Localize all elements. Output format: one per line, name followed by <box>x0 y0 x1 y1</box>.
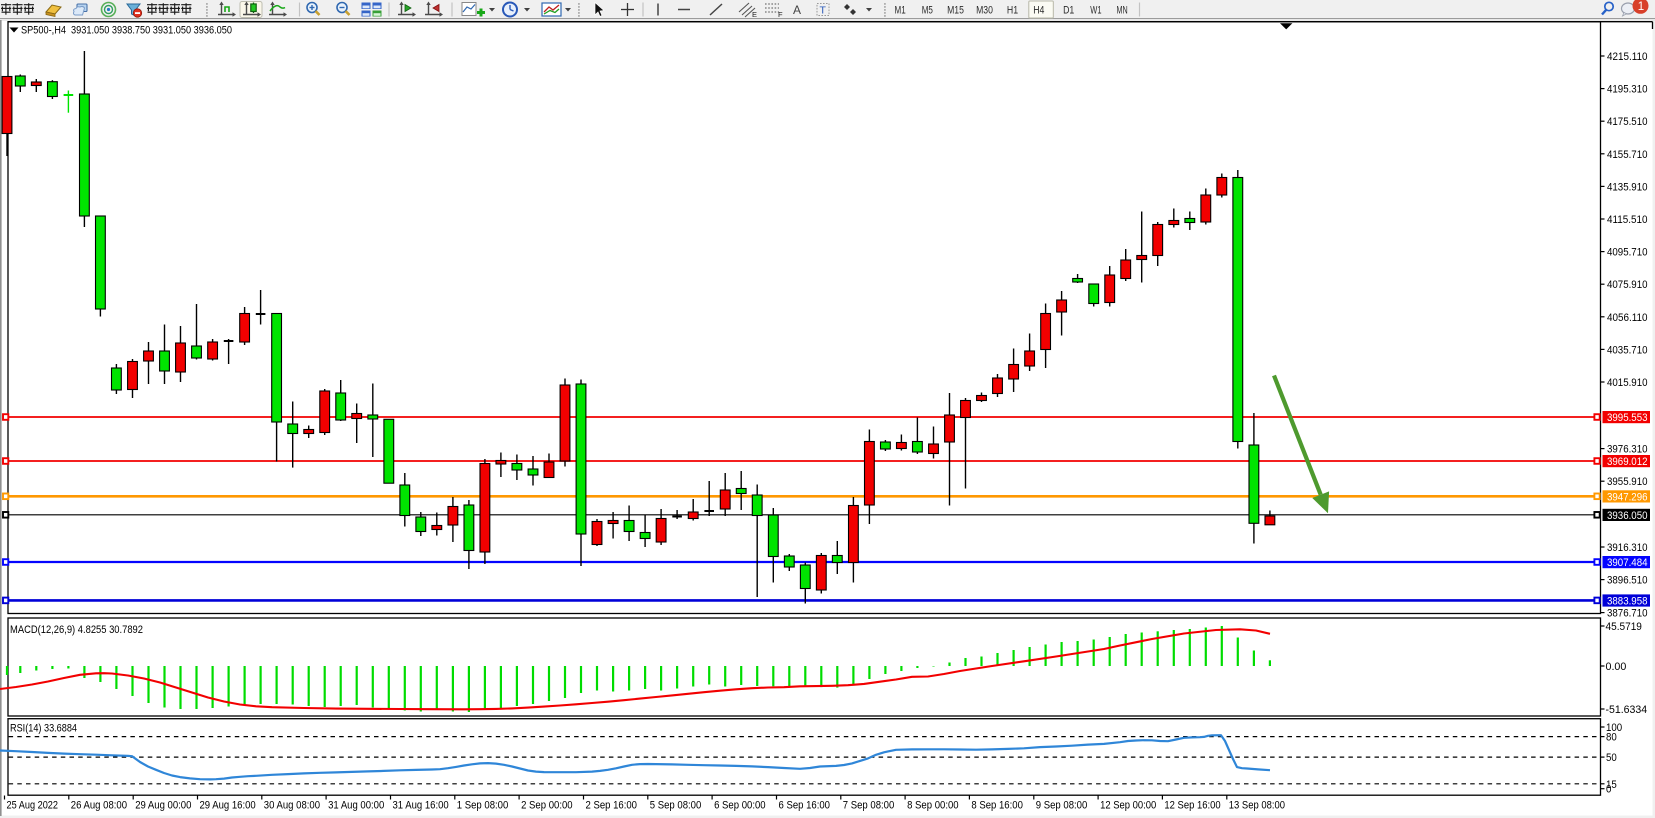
svg-text:4135.910: 4135.910 <box>1607 181 1648 193</box>
svg-text:7 Sep 08:00: 7 Sep 08:00 <box>843 800 895 812</box>
svg-text:M5: M5 <box>922 5 933 17</box>
svg-text:4095.710: 4095.710 <box>1607 247 1648 259</box>
svg-text:M1: M1 <box>895 5 906 17</box>
svg-text:F: F <box>778 10 783 19</box>
svg-text:W1: W1 <box>1090 5 1101 17</box>
svg-text:80: 80 <box>1606 732 1617 744</box>
svg-text:3883.958: 3883.958 <box>1607 596 1648 608</box>
svg-text:0.00: 0.00 <box>1606 661 1627 673</box>
svg-text:3947.296: 3947.296 <box>1607 492 1648 504</box>
svg-text:MN: MN <box>1117 5 1128 17</box>
svg-text:3876.710: 3876.710 <box>1607 608 1648 620</box>
svg-text:H1: H1 <box>1007 5 1018 17</box>
svg-text:3995.553: 3995.553 <box>1607 412 1648 424</box>
svg-text:4056.110: 4056.110 <box>1607 312 1648 324</box>
svg-text:45.5719: 45.5719 <box>1606 621 1642 633</box>
svg-text:3969.012: 3969.012 <box>1607 456 1648 468</box>
svg-text:26 Aug 08:00: 26 Aug 08:00 <box>71 800 127 812</box>
svg-text:25 Aug 2022: 25 Aug 2022 <box>7 800 59 812</box>
svg-text:6 Sep 16:00: 6 Sep 16:00 <box>779 800 831 812</box>
svg-text:12 Sep 00:00: 12 Sep 00:00 <box>1100 800 1156 812</box>
svg-text:12 Sep 16:00: 12 Sep 16:00 <box>1164 800 1220 812</box>
svg-text:SP500-,H4 3931.050 3938.750 3: SP500-,H4 3931.050 3938.750 3931.050 393… <box>21 25 232 37</box>
svg-text:4115.510: 4115.510 <box>1607 214 1648 226</box>
svg-text:4075.910: 4075.910 <box>1607 279 1648 291</box>
svg-text:D1: D1 <box>1063 5 1074 17</box>
svg-text:3916.310: 3916.310 <box>1607 542 1648 554</box>
svg-text:2 Sep 16:00: 2 Sep 16:00 <box>586 800 638 812</box>
svg-text:4215.110: 4215.110 <box>1607 51 1648 63</box>
svg-text:H4: H4 <box>1033 5 1044 17</box>
svg-text:3907.484: 3907.484 <box>1607 557 1648 569</box>
svg-text:8 Sep 00:00: 8 Sep 00:00 <box>907 800 959 812</box>
svg-text:6 Sep 00:00: 6 Sep 00:00 <box>714 800 766 812</box>
svg-text:9 Sep 08:00: 9 Sep 08:00 <box>1036 800 1088 812</box>
svg-text:4195.310: 4195.310 <box>1607 84 1648 96</box>
svg-text:13 Sep 08:00: 13 Sep 08:00 <box>1229 800 1285 812</box>
svg-text:15: 15 <box>1606 779 1617 791</box>
svg-text:T: T <box>820 5 827 17</box>
svg-text:31 Aug 16:00: 31 Aug 16:00 <box>393 800 449 812</box>
svg-text:30 Aug 08:00: 30 Aug 08:00 <box>264 800 320 812</box>
svg-text:29 Aug 16:00: 29 Aug 16:00 <box>200 800 256 812</box>
svg-text:2 Sep 00:00: 2 Sep 00:00 <box>521 800 573 812</box>
svg-text:31 Aug 00:00: 31 Aug 00:00 <box>328 800 384 812</box>
svg-text:RSI(14) 33.6884: RSI(14) 33.6884 <box>10 723 77 735</box>
svg-text:MACD(12,26,9) 4.8255 30.7892: MACD(12,26,9) 4.8255 30.7892 <box>10 624 143 636</box>
svg-text:3936.050: 3936.050 <box>1607 510 1648 522</box>
svg-text:4035.710: 4035.710 <box>1607 344 1648 356</box>
svg-text:-51.6334: -51.6334 <box>1606 704 1648 716</box>
svg-text:29 Aug 00:00: 29 Aug 00:00 <box>135 800 191 812</box>
svg-text:8 Sep 16:00: 8 Sep 16:00 <box>971 800 1023 812</box>
svg-text:50: 50 <box>1606 752 1617 764</box>
svg-text:3896.510: 3896.510 <box>1607 575 1648 587</box>
svg-text:3955.910: 3955.910 <box>1607 476 1648 488</box>
svg-text:M30: M30 <box>976 5 993 17</box>
svg-text:5 Sep 08:00: 5 Sep 08:00 <box>650 800 702 812</box>
svg-text:100: 100 <box>1606 722 1622 734</box>
svg-text:3976.310: 3976.310 <box>1607 444 1648 456</box>
svg-text:0: 0 <box>1606 784 1611 796</box>
svg-text:4015.910: 4015.910 <box>1607 377 1648 389</box>
svg-text:E: E <box>752 10 757 19</box>
svg-text:1 Sep 08:00: 1 Sep 08:00 <box>457 800 509 812</box>
svg-text:4155.710: 4155.710 <box>1607 149 1648 161</box>
svg-text:4175.510: 4175.510 <box>1607 116 1648 128</box>
svg-text:1: 1 <box>1638 1 1644 13</box>
svg-text:A: A <box>793 3 801 17</box>
svg-text:M15: M15 <box>947 5 964 17</box>
